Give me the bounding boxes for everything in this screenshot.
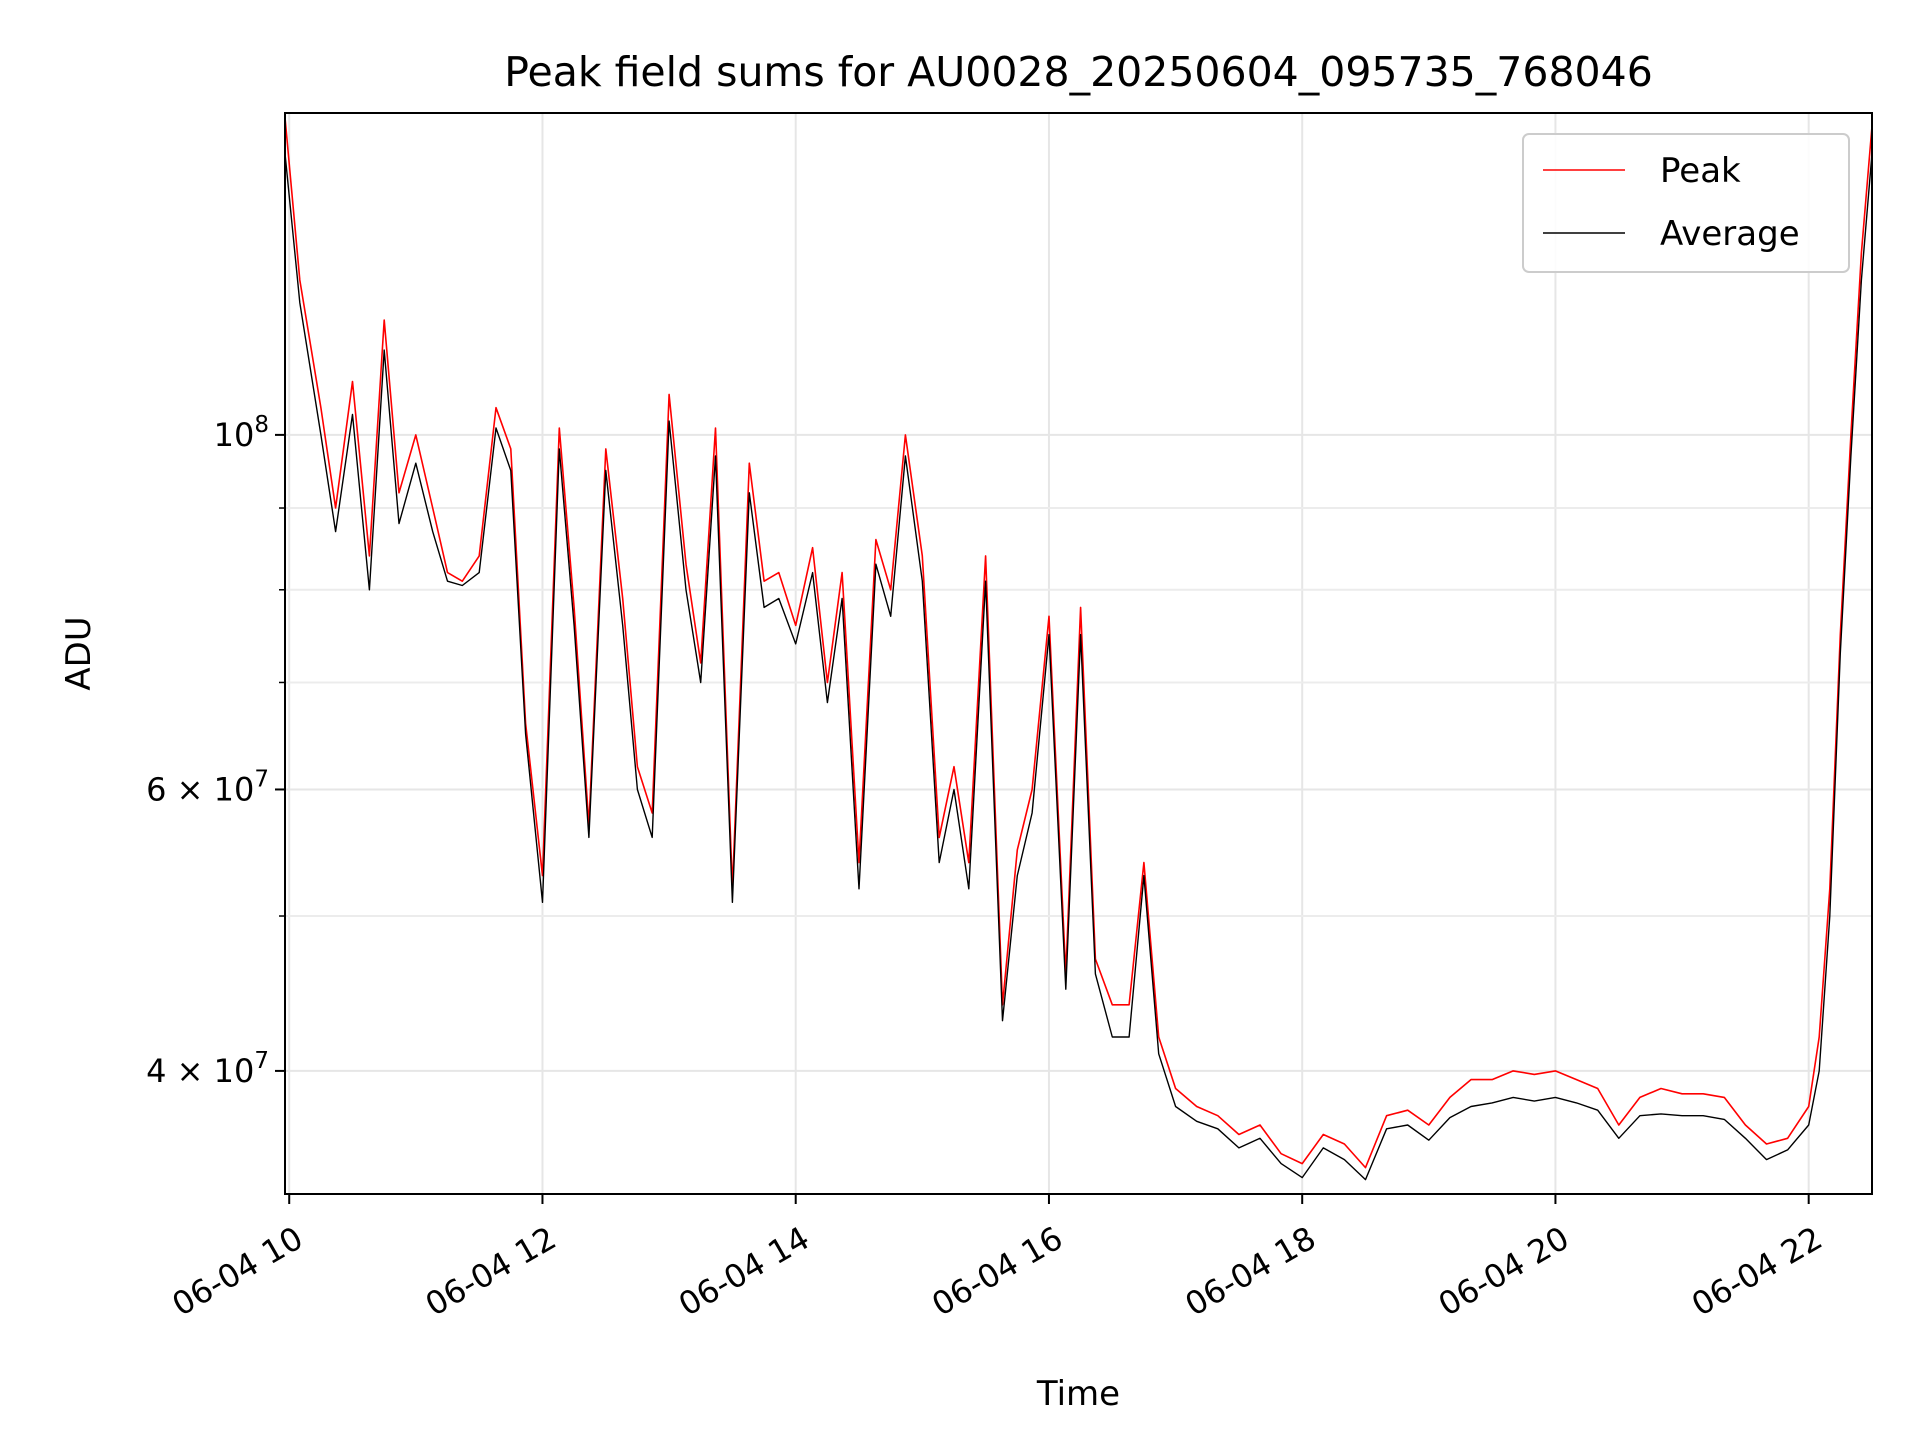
- grid: [285, 113, 1872, 1194]
- legend-box: [1522, 133, 1850, 273]
- legend-label-average: Average: [1660, 214, 1800, 254]
- y-axis-label: ADU: [59, 616, 99, 690]
- chart-title: Peak field sums for AU0028_20250604_0957…: [504, 48, 1653, 96]
- legend-label-peak: Peak: [1660, 151, 1741, 191]
- y-tick-label: 6 × 107: [146, 766, 269, 808]
- series-layer: [284, 117, 1873, 1181]
- plot-frame: [284, 112, 1873, 1195]
- series-line-peak: [284, 117, 1873, 1169]
- series-line-average: [284, 153, 1873, 1181]
- y-axis: 108 6 × 107 4 × 107: [146, 412, 285, 1090]
- x-axis-label: Time: [1036, 1374, 1120, 1414]
- legend: Peak Average: [1522, 133, 1850, 273]
- y-tick-label: 4 × 107: [146, 1048, 269, 1090]
- y-tick-label: 108: [214, 412, 269, 454]
